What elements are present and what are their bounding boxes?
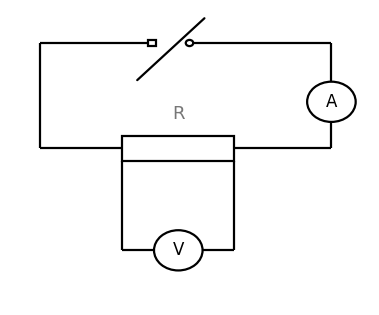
Circle shape <box>186 40 193 46</box>
Bar <box>149 40 156 46</box>
Circle shape <box>307 82 356 122</box>
Circle shape <box>154 230 202 271</box>
Bar <box>122 136 234 161</box>
Text: V: V <box>172 241 184 259</box>
Text: R: R <box>172 106 185 123</box>
Text: A: A <box>326 93 337 111</box>
